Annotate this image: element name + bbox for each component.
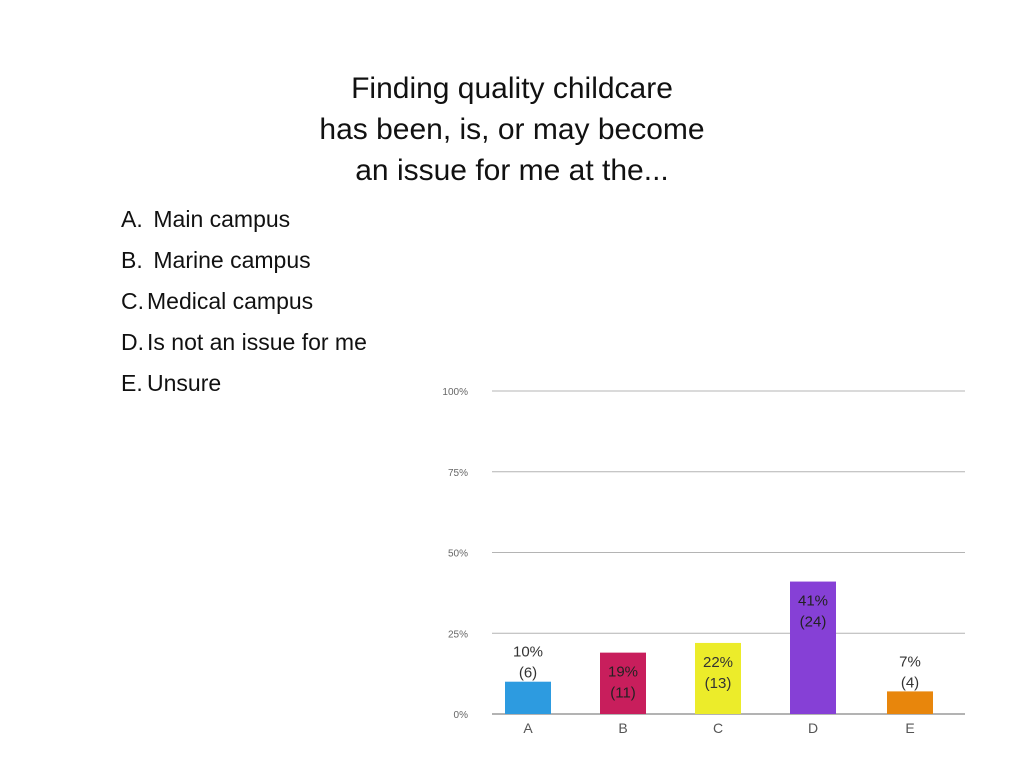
option-key: A. (121, 206, 143, 232)
y-tick-label: 50% (448, 549, 468, 560)
x-tick-label: E (905, 720, 914, 736)
option-a: A. Main campus (121, 201, 367, 242)
bar (790, 581, 836, 714)
x-tick-label: A (523, 720, 533, 736)
answer-options: A. Main campus B. Marine campus C. Medica… (121, 201, 367, 406)
option-d: D. Is not an issue for me (121, 324, 367, 365)
option-text: Main campus (147, 206, 291, 232)
bar (505, 681, 551, 714)
data-label-count: (13) (705, 675, 732, 692)
data-label-count: (24) (800, 614, 827, 631)
x-tick-label: C (713, 720, 723, 736)
y-tick-label: 75% (448, 468, 468, 479)
bar (887, 691, 933, 714)
option-key: E. (121, 370, 143, 396)
title-line-2: has been, is, or may become (319, 113, 705, 146)
data-label-percent: 41% (798, 593, 828, 610)
data-label-percent: 10% (513, 644, 543, 661)
y-tick-label: 25% (448, 629, 468, 640)
option-text: Medical campus (147, 288, 314, 314)
option-c: C. Medical campus (121, 283, 367, 324)
option-key: B. (121, 247, 143, 273)
y-tick-label: 100% (442, 387, 468, 398)
data-label-count: (11) (610, 685, 636, 702)
option-text: Unsure (147, 370, 222, 396)
bar-chart: 0% 25% 50% 75% 100% A 10% (6) B 19% (11) C 22% (13) D 4… (442, 387, 965, 736)
option-b: B. Marine campus (121, 242, 367, 283)
data-label-percent: 7% (899, 653, 921, 670)
option-key: C. (121, 288, 144, 314)
bar (695, 642, 741, 714)
y-tick-label: 0% (454, 710, 469, 721)
option-key: D. (121, 329, 144, 355)
x-tick-label: D (808, 720, 818, 736)
data-label-percent: 19% (608, 664, 638, 681)
option-text: Marine campus (147, 247, 311, 273)
option-e: E. Unsure (121, 365, 367, 406)
option-text: Is not an issue for me (147, 329, 367, 355)
data-label-count: (4) (901, 674, 919, 691)
title-line-3: an issue for me at the... (355, 154, 669, 187)
title-line-1: Finding quality childcare (351, 72, 673, 105)
slide-title: Finding quality childcare has been, is, … (0, 68, 1024, 191)
x-tick-label: B (618, 720, 627, 736)
data-label-percent: 22% (703, 654, 733, 671)
data-label-count: (6) (519, 665, 537, 682)
bar (600, 652, 646, 714)
